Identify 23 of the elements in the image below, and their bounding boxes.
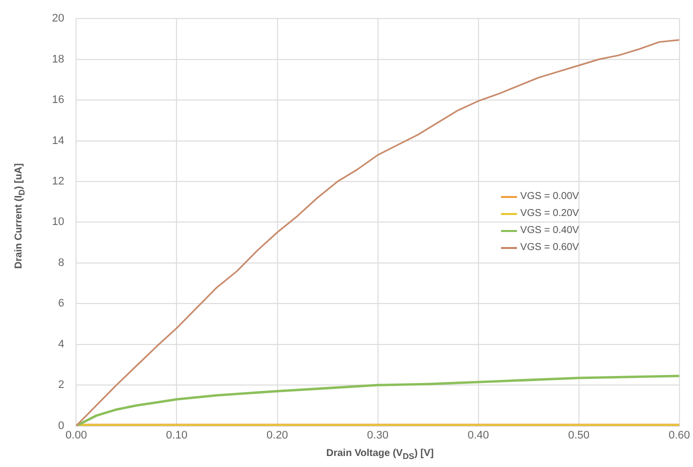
y-tick-label: 10 [52,216,64,228]
y-tick-label: 8 [58,256,64,269]
y-tick-label: 0 [58,420,64,432]
x-tick-label: 0.00 [66,429,87,442]
x-tick-label: 0.60 [668,429,690,442]
legend-label: VGS = 0.00V [520,191,579,202]
y-tick-label: 12 [52,176,64,188]
y-tick-label: 4 [58,338,64,350]
x-tick-label: 0.20 [266,429,288,442]
legend-label: VGS = 0.20V [520,208,579,220]
y-tick-label: 14 [52,134,64,147]
x-tick-label: 0.10 [166,429,188,442]
x-tick-label: 0.50 [568,429,590,442]
x-tick-label: 0.30 [367,429,388,442]
legend-label: VGS = 0.60V [520,242,579,254]
y-tick-label: 20 [52,12,64,25]
y-tick-label: 16 [52,94,64,106]
legend-label: VGS = 0.40V [520,225,579,236]
x-tick-label: 0.40 [468,429,489,442]
y-tick-label: 2 [58,379,64,392]
y-tick-label: 18 [52,53,64,66]
y-tick-label: 6 [58,298,64,310]
x-axis-title: Drain Voltage (V$_{DS}$) [V] [326,448,434,461]
